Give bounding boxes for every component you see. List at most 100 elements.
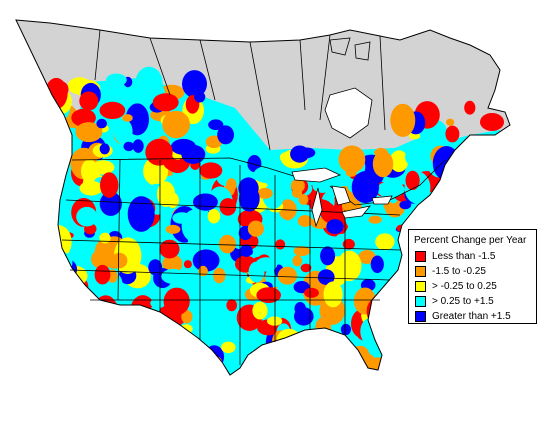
trend-patch — [460, 167, 478, 179]
trend-patch — [86, 351, 97, 360]
legend-item-neg-0-25-to-0-25: > -0.25 to 0.25 — [415, 280, 497, 293]
trend-patch — [293, 246, 310, 257]
trend-patch — [313, 236, 323, 250]
trend-patch — [179, 359, 201, 374]
trend-patch — [150, 298, 166, 309]
trend-patch — [162, 254, 183, 274]
trend-patch — [452, 206, 476, 225]
trend-patch — [456, 346, 465, 358]
trend-patch — [123, 141, 135, 152]
legend-title: Percent Change per Year — [414, 235, 527, 246]
great-lakes — [291, 167, 393, 228]
trend-patch — [317, 269, 335, 285]
trend-patch — [79, 180, 103, 196]
trend-patch — [113, 118, 133, 144]
trend-patch — [111, 252, 128, 269]
legend-item-neg-1-5-to-neg-0-25: -1.5 to -0.25 — [415, 265, 486, 278]
trend-patch — [194, 91, 206, 103]
trend-patch — [135, 357, 147, 370]
hudson-bay — [324, 87, 373, 139]
trend-patch — [253, 166, 279, 184]
trend-patch — [267, 218, 281, 230]
trend-patch — [147, 346, 175, 375]
legend-label: > 0.25 to +1.5 — [432, 296, 494, 307]
map-legend: Percent Change per Year Less than -1.5 -… — [408, 229, 537, 324]
trend-patch — [393, 353, 406, 364]
trend-patch — [47, 132, 66, 152]
trend-patch — [382, 312, 403, 339]
boundary-lines — [61, 29, 446, 365]
trend-patch — [375, 233, 395, 251]
trend-patch — [458, 187, 482, 216]
trend-patch — [213, 267, 226, 284]
trend-patch — [142, 329, 166, 353]
trend-patch — [187, 229, 214, 250]
trend-patch — [76, 206, 98, 227]
trend-patch — [163, 287, 190, 316]
arctic-islands — [329, 37, 371, 61]
trend-patch — [133, 351, 153, 366]
trend-patch — [226, 299, 237, 312]
legend-swatch-blue — [415, 311, 426, 322]
trend-patch — [122, 114, 133, 122]
trend-patch — [192, 249, 220, 272]
trend-patch — [304, 287, 319, 298]
trend-patch — [127, 196, 155, 232]
trend-patch — [255, 257, 278, 272]
trend-patch — [433, 200, 445, 212]
trend-patch — [276, 328, 302, 353]
trend-patch — [422, 324, 436, 342]
trend-patch — [165, 224, 181, 234]
trend-patch — [360, 318, 380, 345]
trend-patch — [458, 184, 473, 201]
trend-patch — [77, 300, 95, 317]
trend-patch — [162, 110, 190, 139]
trend-patch — [376, 181, 405, 199]
trend-patch — [268, 353, 295, 375]
trend-patch — [368, 215, 382, 224]
trend-patch — [277, 266, 298, 285]
trend-patch — [290, 178, 305, 193]
trend-patch — [351, 171, 380, 204]
trend-patch — [78, 291, 90, 301]
trend-patch — [446, 118, 455, 127]
trend-patch — [257, 187, 273, 199]
trend-patch — [99, 191, 122, 216]
trend-patch — [379, 306, 389, 316]
trend-patch — [182, 70, 207, 98]
trend-patch — [81, 159, 98, 183]
trend-patch — [181, 310, 193, 324]
trend-patch — [146, 327, 156, 333]
trend-patch — [353, 287, 377, 315]
trend-patch — [111, 365, 128, 375]
trend-patch — [55, 341, 82, 370]
trend-patch — [61, 357, 86, 375]
trend-patch — [409, 355, 429, 375]
trend-patch — [207, 209, 221, 224]
trend-patch — [345, 169, 357, 177]
legend-swatch-red — [415, 251, 426, 262]
trend-patch — [292, 255, 303, 267]
trend-patch — [389, 150, 409, 173]
trend-patch — [88, 355, 109, 374]
trend-patch — [386, 310, 410, 327]
trend-patch — [432, 328, 450, 344]
trend-patch — [145, 138, 173, 166]
trend-patch — [275, 239, 286, 250]
trend-patch — [221, 147, 235, 166]
trend-patch — [413, 347, 424, 358]
trend-patch — [210, 356, 223, 372]
trend-patch — [283, 207, 293, 221]
trend-patch — [370, 255, 384, 274]
trend-patch — [298, 194, 309, 205]
trend-patch — [91, 249, 113, 269]
trend-patch — [99, 143, 110, 155]
trend-patch — [207, 223, 218, 231]
trend-patch — [442, 337, 460, 352]
trend-patch — [155, 331, 166, 344]
trend-patch — [480, 113, 504, 131]
trend-patch — [381, 340, 396, 356]
trend-patch — [60, 345, 78, 361]
trend-patch — [383, 344, 397, 354]
